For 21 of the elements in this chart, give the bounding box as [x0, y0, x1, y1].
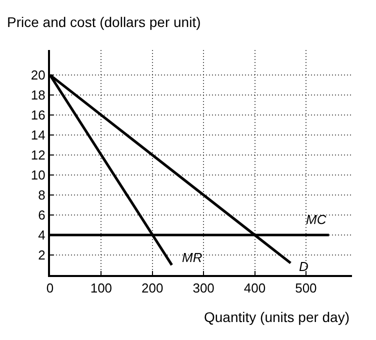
y-tick-label: 2: [38, 248, 46, 263]
y-tick-label: 20: [30, 68, 46, 83]
x-axis-title: Quantity (units per day): [204, 309, 350, 325]
legend-label: D: [299, 259, 308, 274]
y-tick-label: 16: [30, 108, 46, 123]
y-tick-label: 4: [38, 228, 46, 243]
y-tick-label: 8: [38, 188, 46, 203]
x-tick-label: 0: [46, 280, 54, 296]
x-tick-label: 200: [142, 280, 164, 296]
y-tick-label: 14: [30, 128, 46, 143]
x-tick-label: 400: [244, 280, 266, 296]
x-tick-label: 100: [90, 280, 112, 296]
y-axis-title: Price and cost (dollars per unit): [7, 14, 201, 30]
x-tick-label: 500: [295, 280, 317, 296]
y-tick-label: 12: [30, 148, 46, 163]
x-tick-label: 300: [192, 280, 214, 296]
y-tick-label: 18: [30, 88, 46, 103]
y-tick-label: 10: [30, 168, 46, 183]
series-label: MR: [182, 250, 202, 265]
series-label: MC: [306, 212, 327, 227]
y-tick-label: 6: [38, 208, 46, 223]
